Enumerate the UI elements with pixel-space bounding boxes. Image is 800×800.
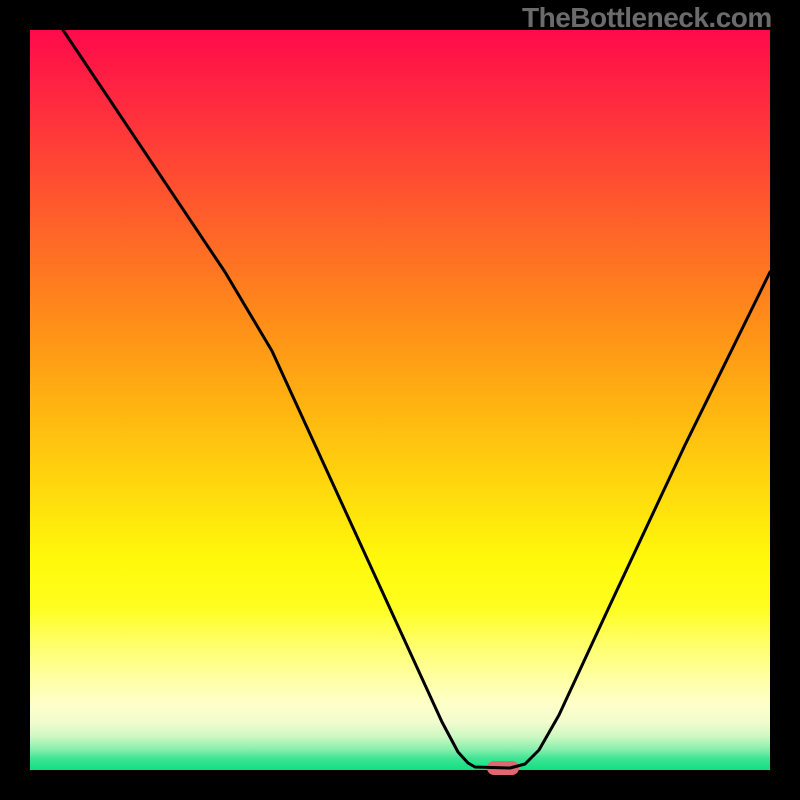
plot-background bbox=[30, 30, 770, 770]
optimum-marker bbox=[487, 761, 519, 775]
watermark-text: TheBottleneck.com bbox=[522, 2, 772, 34]
